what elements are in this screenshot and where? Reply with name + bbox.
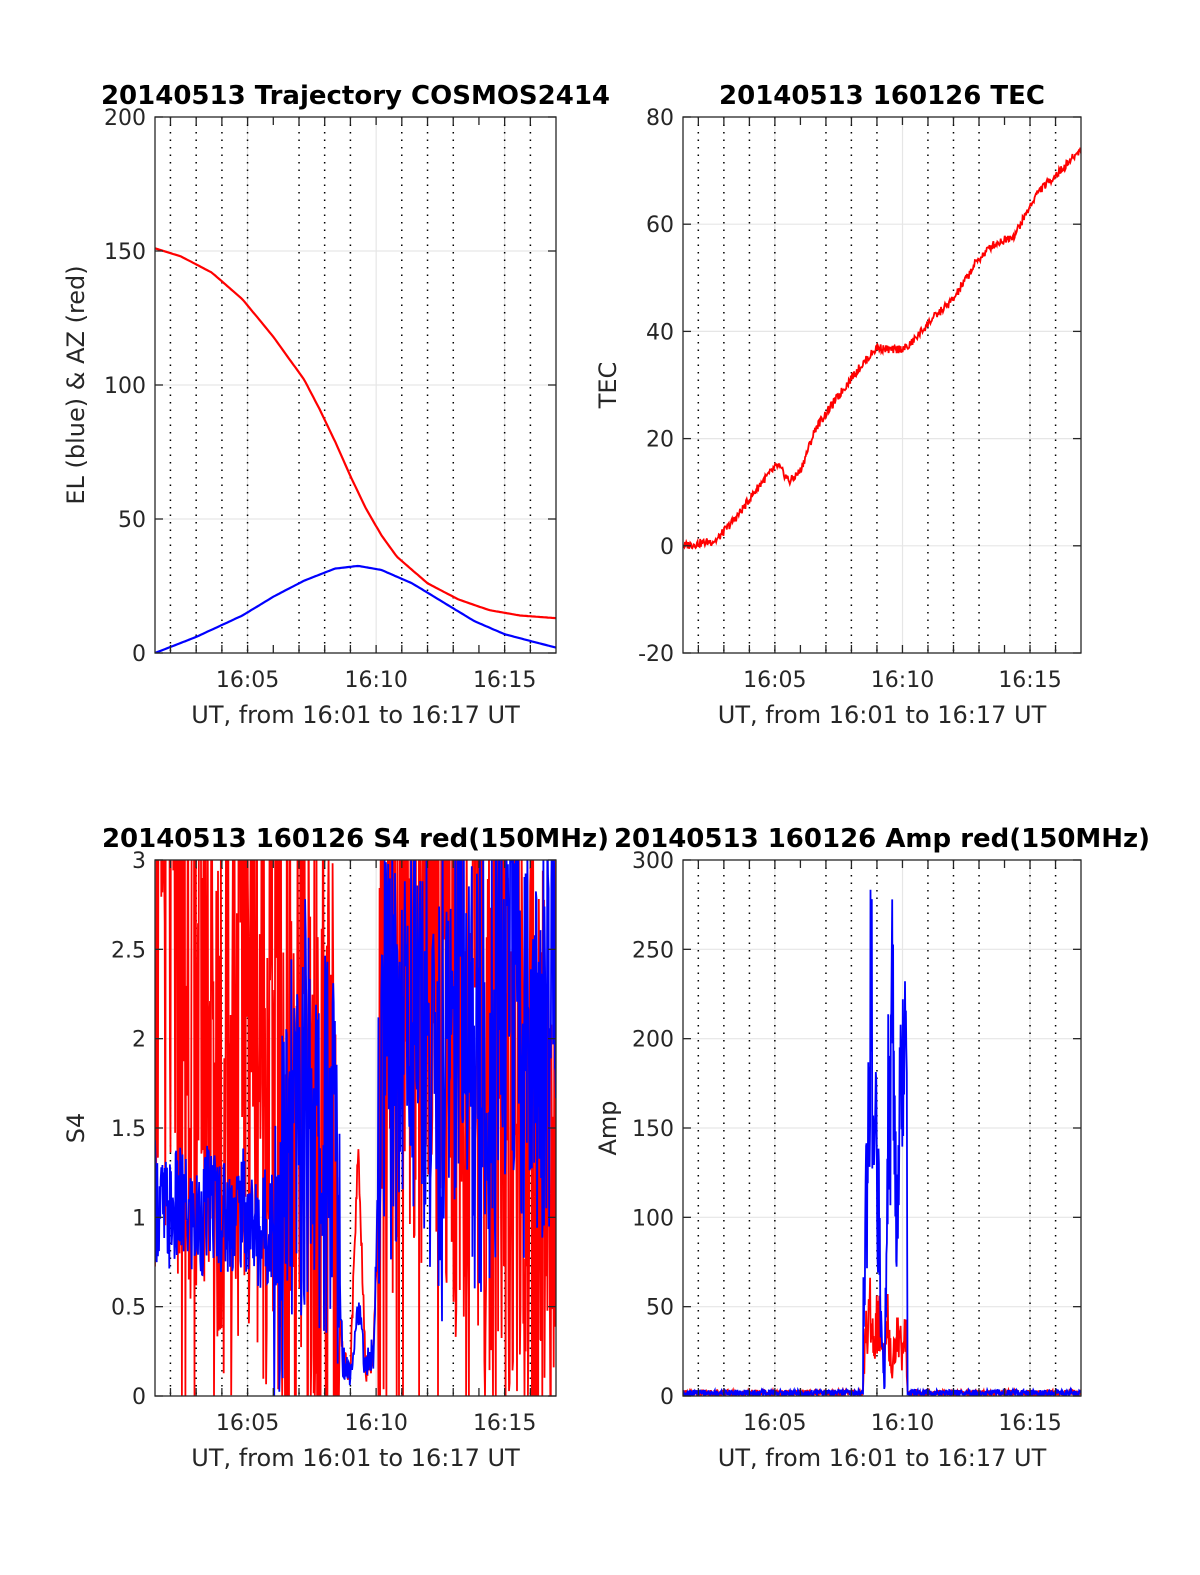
y-tick-label: 0 — [132, 1385, 146, 1410]
x-tick-label: 16:10 — [871, 668, 934, 693]
chart-title: 20140513 160126 S4 red(150MHz) — [102, 824, 609, 854]
series-line-2 — [155, 860, 556, 1396]
y-tick-label: 80 — [646, 106, 674, 131]
y-tick-label: 100 — [632, 1206, 674, 1231]
y-tick-label: -20 — [638, 642, 674, 667]
x-tick-label: 16:10 — [344, 1411, 407, 1436]
x-axis-label: UT, from 16:01 to 16:17 UT — [191, 701, 520, 729]
y-tick-label: 1 — [132, 1206, 146, 1231]
y-tick-label: 0 — [132, 642, 146, 667]
y-tick-label: 0 — [660, 1385, 674, 1410]
series-line-1 — [683, 147, 1081, 550]
series-line-1 — [155, 247, 556, 620]
y-tick-label: 60 — [646, 213, 674, 238]
x-tick-label: 16:05 — [216, 1411, 279, 1436]
x-tick-label: 16:05 — [743, 668, 806, 693]
y-tick-label: 200 — [104, 106, 146, 131]
chart-title: 20140513 Trajectory COSMOS2414 — [101, 81, 610, 111]
series-line-2 — [683, 889, 1081, 1396]
chart-panel-3: 0 0.5 1 1.5 2 2.5 3 16:05 16:10 16:15 UT, from 16:… — [62, 824, 609, 1472]
x-axis-label: UT, from 16:01 to 16:17 UT — [718, 701, 1047, 729]
y-tick-label: 2 — [132, 1028, 146, 1053]
axes-box — [682, 116, 1082, 654]
chart-panel-4: 0 50 100 150 200 250 300 16:05 16:10 16:15 UT, fro… — [594, 824, 1150, 1472]
y-tick-label: 250 — [632, 938, 674, 963]
x-axis-label: UT, from 16:01 to 16:17 UT — [191, 1444, 520, 1472]
y-tick-label: 1.5 — [111, 1117, 146, 1142]
y-axis-label: TEC — [594, 362, 622, 410]
x-axis-label: UT, from 16:01 to 16:17 UT — [718, 1444, 1047, 1472]
y-tick-label: 3 — [132, 849, 146, 874]
y-tick-label: 0.5 — [111, 1296, 146, 1321]
y-tick-label: 40 — [646, 320, 674, 345]
chart-panel-1: 0 50 100 150 200 16:05 16:10 16:15 UT, from 16:0… — [62, 81, 610, 729]
chart-title: 20140513 160126 Amp red(150MHz) — [614, 824, 1150, 854]
x-tick-label: 16:15 — [473, 668, 536, 693]
x-tick-label: 16:05 — [216, 668, 279, 693]
y-tick-label: 20 — [646, 428, 674, 453]
x-tick-label: 16:10 — [871, 1411, 934, 1436]
series-line-2 — [155, 564, 556, 653]
x-tick-label: 16:05 — [743, 1411, 806, 1436]
x-tick-label: 16:15 — [998, 668, 1061, 693]
y-axis-label: Amp — [594, 1100, 622, 1155]
y-tick-label: 150 — [104, 240, 146, 265]
x-tick-label: 16:10 — [344, 668, 407, 693]
y-axis-label: EL (blue) & AZ (red) — [62, 265, 90, 504]
x-tick-label: 16:15 — [473, 1411, 536, 1436]
y-tick-label: 50 — [646, 1296, 674, 1321]
y-tick-label: 150 — [632, 1117, 674, 1142]
y-tick-label: 2.5 — [111, 938, 146, 963]
y-tick-label: 0 — [660, 535, 674, 560]
chart-panel-2: -20 0 20 40 60 80 16:05 16:10 16:15 UT, from 16:0… — [594, 81, 1082, 729]
chart-title: 20140513 160126 TEC — [719, 81, 1045, 111]
x-tick-label: 16:15 — [998, 1411, 1061, 1436]
y-tick-label: 50 — [118, 508, 146, 533]
y-tick-label: 100 — [104, 374, 146, 399]
y-tick-label: 300 — [632, 849, 674, 874]
y-tick-label: 200 — [632, 1028, 674, 1053]
y-axis-label: S4 — [62, 1113, 90, 1144]
